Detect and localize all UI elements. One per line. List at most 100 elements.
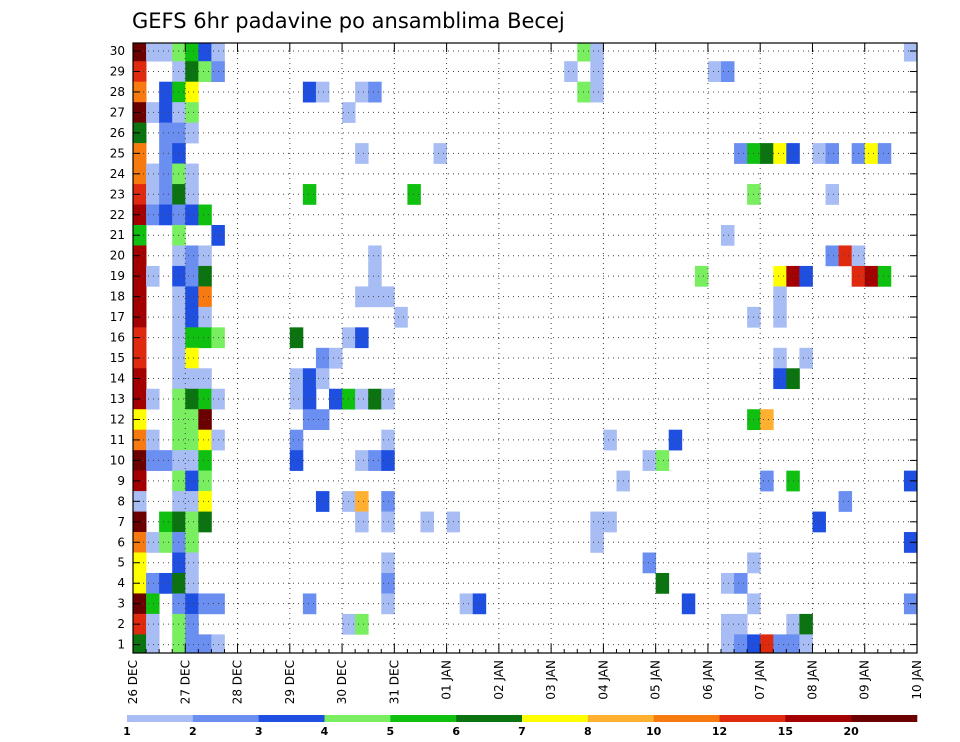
y-tick-label: 3 (117, 597, 125, 611)
y-tick-label: 10 (110, 453, 125, 467)
colorbar-label: 1 (123, 725, 131, 738)
colorbar-label: 8 (584, 725, 592, 738)
heatmap-cell (642, 552, 657, 574)
heatmap-cell (159, 511, 173, 533)
heatmap-cell (198, 306, 212, 328)
heatmap-cell (459, 593, 474, 615)
heatmap-cell (734, 613, 748, 635)
y-tick-label: 13 (110, 392, 125, 406)
heatmap-cell (355, 327, 369, 349)
heatmap-cell (185, 532, 199, 553)
colorbar-legend: 1 2 3 4 5 6 7 8 10 12 15 20 (123, 715, 918, 738)
heatmap-cell (159, 102, 173, 123)
colorbar-label: 5 (387, 725, 395, 738)
heatmap-cell (773, 286, 787, 308)
colorbar-swatch (324, 715, 391, 722)
heatmap-cell (289, 388, 304, 410)
y-tick-label: 28 (110, 85, 125, 99)
x-tick-label: 08 JAN (805, 660, 819, 700)
colorbar-swatch (258, 715, 325, 722)
heatmap-cell (185, 388, 199, 410)
heatmap-cell (211, 43, 225, 62)
heatmap-cell (159, 572, 173, 594)
y-tick-label: 22 (110, 208, 125, 222)
heatmap-cell (864, 265, 879, 287)
heatmap-cell (289, 429, 304, 451)
heatmap-cell (198, 511, 212, 533)
heatmap-cell (355, 143, 369, 164)
heatmap-cell (368, 286, 382, 308)
y-tick-label: 17 (110, 310, 125, 324)
heatmap-cell (577, 81, 591, 103)
heatmap-cell (838, 245, 853, 267)
heatmap-cell (185, 81, 199, 103)
y-tick-label: 26 (110, 126, 125, 140)
heatmap-cell (146, 163, 160, 185)
x-tick-label: 30 DEC (335, 660, 349, 704)
heatmap-cell (185, 511, 199, 533)
heatmap-cell (146, 532, 160, 553)
colorbar-label: 12 (712, 725, 727, 738)
heatmap-cell (159, 450, 173, 471)
heatmap-cell (289, 450, 304, 471)
heatmap-cell (760, 409, 774, 430)
heatmap-cell (734, 572, 748, 594)
x-tick-label: 01 JAN (440, 660, 454, 700)
heatmap-cell (355, 286, 369, 308)
heatmap-cell (146, 102, 160, 123)
heatmap-cell (185, 43, 199, 62)
heatmap-cell (564, 61, 578, 82)
heatmap-cell (877, 143, 892, 164)
heatmap-cell (172, 43, 186, 62)
heatmap-cell (159, 43, 173, 62)
heatmap-cells (133, 43, 918, 654)
y-tick-label: 12 (110, 412, 125, 426)
heatmap-cell (355, 388, 369, 410)
heatmap-cell (159, 122, 173, 144)
y-tick-label: 9 (117, 474, 125, 488)
y-tick-label: 7 (117, 515, 125, 529)
heatmap-cell (590, 511, 604, 533)
y-tick-label: 5 (117, 556, 125, 570)
y-tick-label: 6 (117, 535, 125, 549)
heatmap-cell (198, 470, 212, 492)
colorbar-swatch (851, 715, 918, 722)
heatmap-cell (590, 81, 604, 103)
heatmap-cell (302, 81, 317, 103)
heatmap-cell (315, 368, 330, 390)
heatmap-cell (185, 470, 199, 492)
heatmap-cell (185, 450, 199, 471)
y-tick-label: 16 (110, 331, 125, 345)
heatmap-cell (590, 61, 604, 82)
heatmap-cell (198, 245, 212, 267)
y-tick-label: 1 (117, 638, 125, 652)
heatmap-cell (198, 368, 212, 390)
heatmap-cell (146, 184, 160, 205)
x-tick-label: 02 JAN (492, 660, 506, 700)
x-tick-label: 31 DEC (387, 660, 401, 704)
heatmap-cell (603, 511, 617, 533)
heatmap-cell (368, 81, 382, 103)
heatmap-cell (721, 572, 735, 594)
heatmap-cell (721, 634, 735, 654)
y-tick-label: 14 (110, 372, 125, 386)
heatmap-cell (773, 143, 787, 164)
heatmap-cell (603, 429, 617, 451)
heatmap-cell (799, 265, 813, 287)
heatmap-cell (825, 184, 839, 205)
x-tick-label: 04 JAN (596, 660, 610, 700)
heatmap-cell (185, 61, 199, 82)
heatmap-cell (198, 429, 212, 451)
colorbar-label: 7 (518, 725, 526, 738)
heatmap-cell (185, 593, 199, 615)
heatmap-cell (185, 347, 199, 369)
x-tick-label: 06 JAN (701, 660, 715, 700)
heatmap-cell (133, 43, 147, 62)
heatmap-cell (159, 204, 173, 226)
heatmap-cell (315, 347, 330, 369)
heatmap-cell (185, 163, 199, 185)
heatmap-cell (185, 245, 199, 267)
colorbar-swatch (456, 715, 523, 722)
y-tick-label: 20 (110, 249, 125, 263)
heatmap-cell (472, 593, 487, 615)
